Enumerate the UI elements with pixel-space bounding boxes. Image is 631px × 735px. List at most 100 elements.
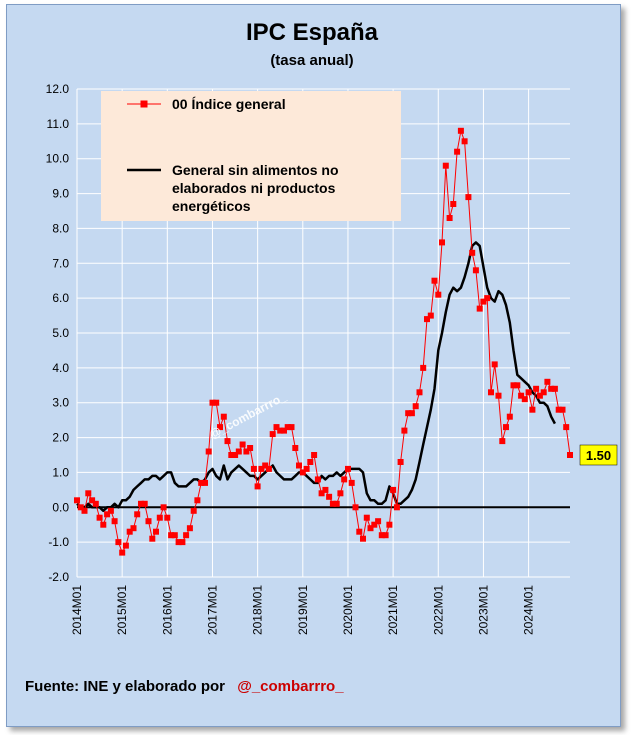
- general-point: [431, 277, 438, 284]
- general-point: [153, 528, 159, 535]
- general-point: [186, 525, 193, 532]
- x-tick-label: 2014M01: [70, 585, 84, 635]
- general-point: [435, 291, 442, 298]
- general-point: [378, 532, 385, 539]
- general-point: [408, 410, 415, 417]
- general-point: [495, 392, 502, 399]
- general-point: [232, 452, 239, 458]
- general-point: [228, 452, 235, 458]
- y-tick-label: 8.0: [52, 221, 69, 235]
- general-point: [209, 399, 216, 406]
- footer-handle: @_combarrro_: [237, 678, 344, 695]
- general-point: [277, 427, 284, 434]
- general-point: [506, 413, 513, 420]
- general-point: [262, 462, 269, 469]
- general-point: [356, 528, 363, 535]
- general-point: [386, 521, 393, 528]
- general-point: [567, 452, 573, 458]
- general-point: [352, 504, 359, 511]
- general-point: [250, 465, 257, 472]
- general-point: [401, 427, 408, 434]
- general-point: [164, 514, 171, 521]
- y-axis-labels: 12.0 11.0 10.0 9.0 8.0 7.0 6.0 5.0 4.0 3.0 2.0 1.0 0…: [46, 82, 70, 584]
- general-point: [390, 486, 397, 493]
- general-point: [224, 438, 231, 445]
- general-point: [529, 406, 536, 413]
- general-point: [472, 267, 479, 274]
- general-point: [138, 500, 144, 507]
- general-point: [89, 497, 96, 504]
- y-tick-label: 12.0: [46, 82, 70, 96]
- general-point: [288, 424, 295, 431]
- general-point: [348, 479, 355, 486]
- general-point: [311, 452, 318, 458]
- x-axis-labels: 2014M01 2015M01 2016M01 2017M01 2018M01 2019M…: [70, 585, 536, 635]
- general-point: [205, 448, 212, 455]
- general-point: [81, 507, 88, 514]
- general-point: [521, 396, 528, 403]
- x-tick-label: 2016M01: [160, 585, 174, 635]
- general-point: [194, 497, 201, 504]
- general-point: [382, 532, 389, 539]
- general-point: [220, 413, 227, 420]
- general-point: [190, 507, 197, 514]
- general-point: [491, 361, 498, 368]
- general-point: [96, 514, 103, 521]
- general-point: [258, 465, 265, 472]
- x-tick-label: 2019M01: [296, 585, 310, 635]
- general-point: [446, 215, 453, 221]
- general-point: [145, 518, 152, 525]
- general-point: [239, 441, 246, 448]
- general-point: [254, 483, 261, 490]
- general-point: [367, 525, 374, 532]
- general-point: [371, 521, 378, 528]
- legend-label-core-line-1: General sin alimentos no: [172, 162, 339, 178]
- legend-label-core: General sin alimentos no elaborados ni p…: [172, 162, 342, 214]
- general-point: [273, 424, 280, 431]
- general-point: [363, 514, 370, 521]
- general-point: [175, 539, 182, 546]
- general-point: [156, 514, 163, 521]
- general-point: [559, 406, 566, 413]
- general-point: [548, 385, 555, 392]
- legend-marker-general: [140, 100, 148, 108]
- general-point: [130, 525, 137, 532]
- general-point: [465, 194, 472, 201]
- general-point: [134, 511, 141, 518]
- general-point: [179, 539, 186, 546]
- footer-source: Fuente: INE y elaborado por @_combarrro_: [25, 678, 344, 695]
- general-point: [341, 476, 348, 483]
- y-tick-label: 3.0: [52, 396, 69, 410]
- x-tick-label: 2020M01: [341, 585, 355, 635]
- general-point: [243, 448, 250, 455]
- general-point: [503, 424, 509, 431]
- y-tick-label: 7.0: [52, 256, 69, 270]
- general-point: [450, 201, 457, 207]
- chart-svg: IPC España (tasa anual) 12.0 11.0 10.0 9.0 8…: [25, 19, 618, 695]
- y-tick-label: 0.0: [52, 500, 69, 514]
- general-point: [397, 459, 404, 465]
- general-point: [168, 532, 175, 539]
- y-tick-label: 6.0: [52, 291, 69, 305]
- general-point: [100, 521, 107, 528]
- general-point: [337, 490, 344, 497]
- legend-box: [101, 91, 401, 221]
- general-point: [198, 479, 205, 486]
- general-point: [518, 392, 525, 399]
- general-point: [326, 493, 333, 500]
- general-point: [104, 511, 111, 518]
- x-tick-label: 2021M01: [386, 585, 400, 635]
- general-point: [393, 504, 400, 511]
- series-general-markers: [74, 127, 573, 556]
- general-point: [85, 490, 92, 497]
- y-tick-label: 11.0: [47, 117, 70, 131]
- general-point: [427, 312, 434, 319]
- general-point: [299, 469, 306, 476]
- general-point: [480, 298, 487, 305]
- general-point: [544, 378, 551, 385]
- general-point: [484, 295, 491, 302]
- general-point: [122, 542, 129, 549]
- general-point: [457, 127, 464, 134]
- legend-label-general: 00 Índice general: [172, 96, 286, 112]
- legend: 00 Índice general General sin alimentos …: [101, 91, 401, 221]
